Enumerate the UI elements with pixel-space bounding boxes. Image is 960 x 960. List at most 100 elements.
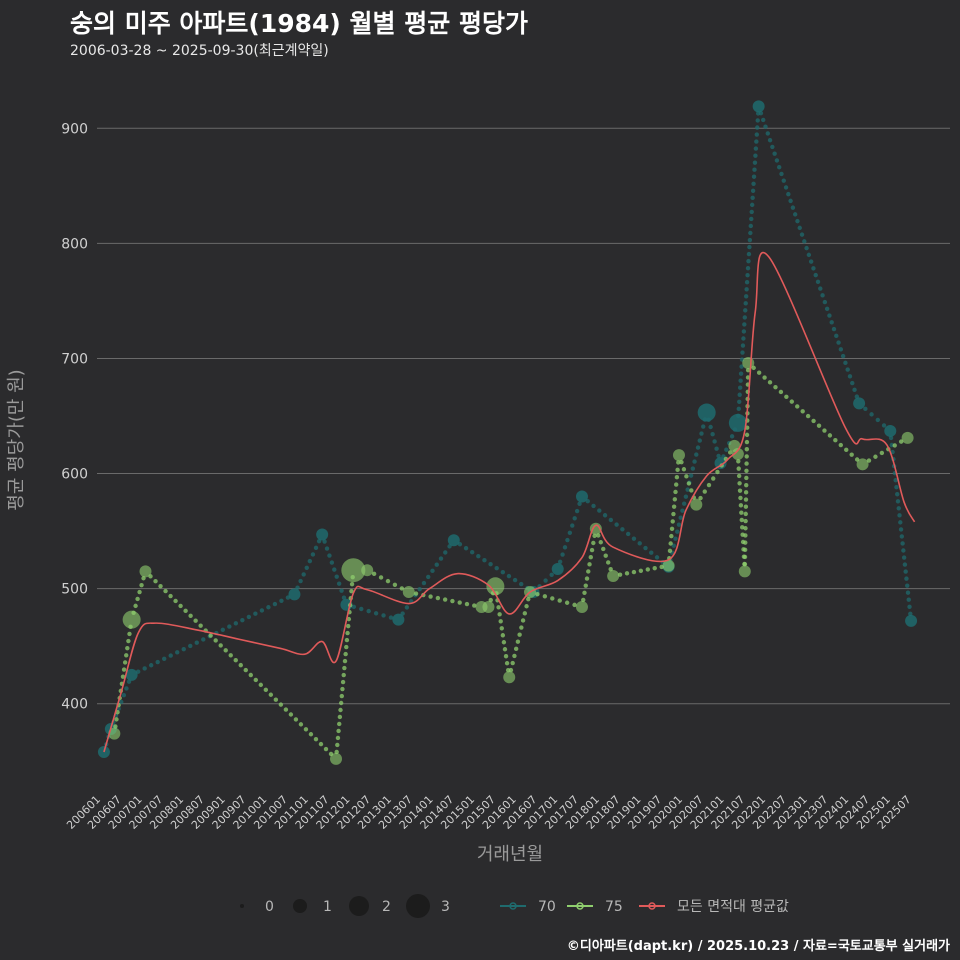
series-75-trail-dot	[581, 597, 586, 603]
series-75-trail-dot	[736, 466, 741, 471]
series-70-trail-dot	[608, 517, 614, 523]
series-75-point	[108, 727, 121, 740]
series-70-trail-dot	[749, 202, 755, 208]
series-70-trail-dot	[692, 459, 697, 464]
series-75-trail-dot	[745, 368, 751, 373]
legend-marker	[576, 902, 584, 910]
series-75-trail-dot	[743, 526, 748, 531]
series-70-point	[728, 413, 747, 432]
series-75-trail-dot	[522, 611, 528, 616]
series-70-trail-dot	[904, 576, 909, 581]
series-75-trail-dot	[457, 600, 462, 605]
series-70-trail-dot	[897, 513, 902, 518]
series-70-trail-dot	[574, 508, 580, 514]
series-70-trail-dot	[714, 446, 719, 451]
series-70-trail-dot	[906, 597, 911, 602]
series-75-trail-dot	[684, 474, 689, 479]
series-70-trail-dot	[279, 598, 284, 604]
series-75-point	[122, 610, 141, 629]
series-70-point	[575, 490, 588, 503]
series-70-trail-dot	[903, 569, 908, 574]
series-70-trail-dot	[747, 244, 752, 250]
series-70-trail-dot	[570, 523, 575, 528]
series-70-trail-dot	[310, 552, 316, 557]
series-75-trail-dot	[550, 596, 555, 601]
series-75-trail-dot	[669, 533, 674, 539]
series-75-trail-dot	[442, 597, 448, 602]
y-tick-label: 900	[61, 121, 88, 137]
series-70-trail-dot	[194, 640, 199, 645]
series-70-trail-dot	[701, 424, 706, 429]
y-tick-label: 600	[61, 467, 88, 483]
series-75-trail-dot	[673, 489, 678, 495]
series-75-trail-dot	[592, 533, 597, 539]
series-70-trail-dot	[494, 565, 499, 571]
series-70-trail-dot	[121, 693, 127, 698]
series-70-trail-dot	[745, 273, 750, 278]
series-75-trail-dot	[744, 468, 749, 473]
series-70-trail-dot	[737, 399, 742, 404]
series-70-trail-dot	[329, 560, 335, 565]
series-70-trail-dot	[739, 364, 744, 369]
series-75-trail-dot	[193, 618, 198, 623]
series-75-trail-dot	[668, 541, 673, 546]
series-70-trail-dot	[776, 164, 782, 170]
series-75-trail-dot	[435, 595, 441, 601]
series-75-trail-dot	[686, 481, 692, 486]
series-75-point	[607, 569, 620, 582]
series-75-trail-dot	[520, 618, 526, 623]
series-70-trail-dot	[850, 380, 855, 386]
series-70-trail-dot	[181, 646, 186, 652]
legend-size-dot	[349, 896, 369, 916]
legend-size-dot	[293, 899, 307, 913]
series-70-trail-dot	[124, 686, 129, 691]
series-75-trail-dot	[805, 413, 811, 419]
series-70-trail-dot	[266, 605, 271, 610]
series-70-trail-dot	[476, 554, 481, 559]
series-75-trail-dot	[743, 504, 749, 509]
series-75-trail-dot	[674, 482, 679, 487]
series-75-trail-dot	[218, 643, 223, 648]
series-75-trail-dot	[337, 714, 343, 720]
series-70-trail-dot	[678, 515, 683, 520]
series-70-trail-dot	[890, 449, 895, 455]
series-70-trail-dot	[783, 185, 789, 190]
series-75-trail-dot	[345, 630, 350, 636]
series-75-trail-dot	[744, 432, 750, 438]
series-75-trail-dot	[499, 626, 504, 631]
series-75-trail-dot	[163, 588, 168, 594]
series-70-trail-dot	[683, 494, 689, 499]
series-75-trail-dot	[667, 548, 673, 554]
series-70-trail-dot	[741, 336, 746, 341]
series-75-trail-dot	[500, 633, 506, 638]
series-70-trail-dot	[675, 529, 680, 534]
series-75-trail-dot	[675, 467, 680, 473]
series-70-trail-dot	[341, 595, 347, 600]
series-75-point	[742, 357, 755, 370]
series-70-trail-dot	[240, 617, 245, 623]
series-75-trail-dot	[706, 482, 712, 488]
series-70-trail-dot	[421, 580, 427, 586]
series-75-trail-dot	[671, 511, 676, 517]
series-70-trail-dot	[469, 550, 475, 555]
legend-size-label: 0	[265, 899, 274, 915]
series-75-trail-dot	[669, 526, 675, 531]
series-75-trail-dot	[346, 616, 352, 622]
series-75-trail-dot	[517, 632, 522, 637]
series-70-trail-dot	[637, 541, 642, 546]
series-70-trail-dot	[119, 699, 124, 705]
series-75-trail-dot	[450, 598, 455, 604]
series-layer	[97, 100, 918, 765]
series-75-trail-dot	[253, 677, 259, 683]
series-75-trail-dot	[392, 582, 398, 587]
series-70-trail-dot	[259, 608, 265, 613]
series-70-trail-dot	[748, 223, 753, 229]
series-75-trail-dot	[736, 459, 741, 464]
series-75-trail-dot	[340, 679, 346, 685]
series-70-trail-dot	[729, 434, 735, 439]
series-70-trail-dot	[753, 153, 758, 158]
series-75-trail-dot	[228, 653, 233, 658]
series-75-trail-dot	[496, 605, 501, 610]
series-75-trail-dot	[743, 518, 748, 524]
